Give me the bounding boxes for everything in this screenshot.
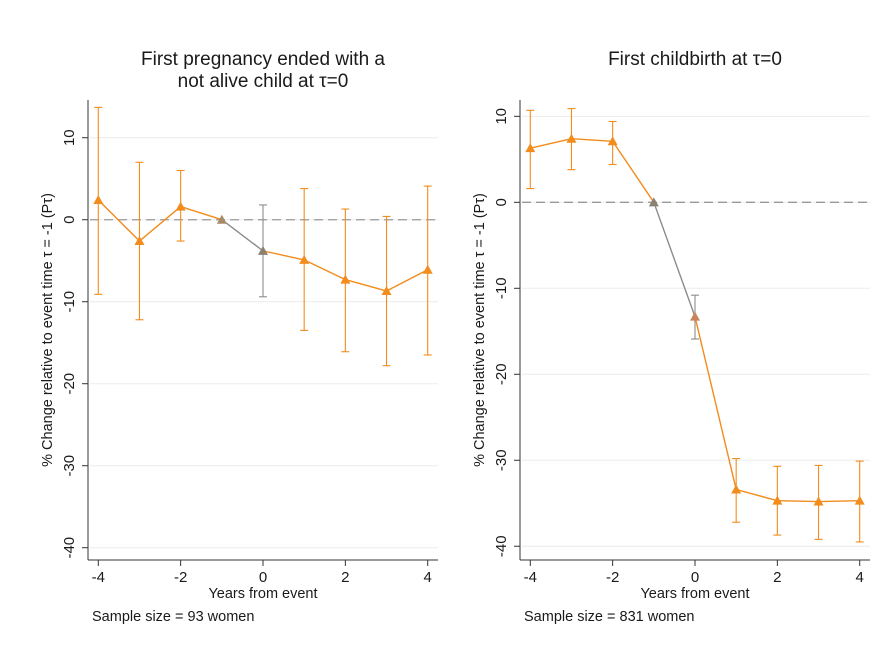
x-tick-label: 4 <box>856 569 864 586</box>
x-tick-label: 2 <box>341 569 349 586</box>
chart-title: First pregnancy ended with a <box>141 49 385 70</box>
marker <box>299 254 310 264</box>
chart-title: First childbirth at τ=0 <box>608 49 782 70</box>
marker <box>566 133 577 143</box>
y-axis-label: % Change relative to event time τ = -1 (… <box>40 193 56 467</box>
marker <box>93 195 104 205</box>
marker <box>381 286 392 296</box>
x-tick-label: 2 <box>773 569 781 586</box>
line-segment <box>345 278 387 292</box>
note: Sample size = 831 women <box>524 609 694 625</box>
x-tick-label: 0 <box>691 569 699 586</box>
marker <box>813 496 824 506</box>
y-tick-label: -40 <box>61 537 78 559</box>
line-segment <box>97 199 140 242</box>
marker <box>258 245 268 255</box>
y-tick-label: -10 <box>61 291 78 313</box>
line-segment <box>303 259 346 281</box>
x-axis-label: Years from event <box>208 586 317 602</box>
x-tick-label: -2 <box>174 569 187 586</box>
line-segment <box>818 499 860 503</box>
line-segment <box>571 137 613 142</box>
line-segment <box>653 202 696 317</box>
marker <box>340 274 351 284</box>
x-tick-label: 0 <box>259 569 267 586</box>
y-tick-label: 0 <box>61 216 78 224</box>
marker <box>854 495 865 505</box>
line-segment <box>386 269 429 292</box>
line-segment <box>139 206 182 242</box>
marker <box>422 264 433 274</box>
x-tick-label: -2 <box>606 569 619 586</box>
line-segment <box>180 205 223 221</box>
marker <box>525 143 536 153</box>
x-tick-label: -4 <box>524 569 537 586</box>
line-segment <box>221 219 264 252</box>
x-axis-label: Years from event <box>640 586 749 602</box>
marker <box>772 495 783 505</box>
y-tick-label: 10 <box>61 129 78 146</box>
chart-title: not alive child at τ=0 <box>178 71 349 92</box>
x-tick-label: 4 <box>424 569 432 586</box>
marker <box>607 136 618 146</box>
line-segment <box>612 140 655 203</box>
y-tick-label: -20 <box>493 363 510 385</box>
line-segment <box>777 499 819 503</box>
line-segment <box>694 316 737 490</box>
y-tick-label: 10 <box>493 108 510 125</box>
y-tick-label: 0 <box>493 198 510 206</box>
x-tick-label: -4 <box>92 569 105 586</box>
y-tick-label: -30 <box>61 455 78 477</box>
marker <box>731 484 742 494</box>
line-segment <box>735 488 778 502</box>
line-segment <box>530 138 572 149</box>
marker <box>216 214 227 224</box>
marker <box>690 311 700 321</box>
marker <box>175 201 186 211</box>
y-tick-label: -30 <box>493 449 510 471</box>
y-tick-label: -20 <box>61 373 78 395</box>
y-tick-label: -10 <box>493 277 510 299</box>
marker <box>648 197 659 207</box>
y-tick-label: -40 <box>493 535 510 557</box>
note: Sample size = 93 women <box>92 609 254 625</box>
marker <box>134 236 145 246</box>
y-axis-label: % Change relative to event time τ = -1 (… <box>472 193 488 467</box>
line-segment <box>262 250 305 261</box>
